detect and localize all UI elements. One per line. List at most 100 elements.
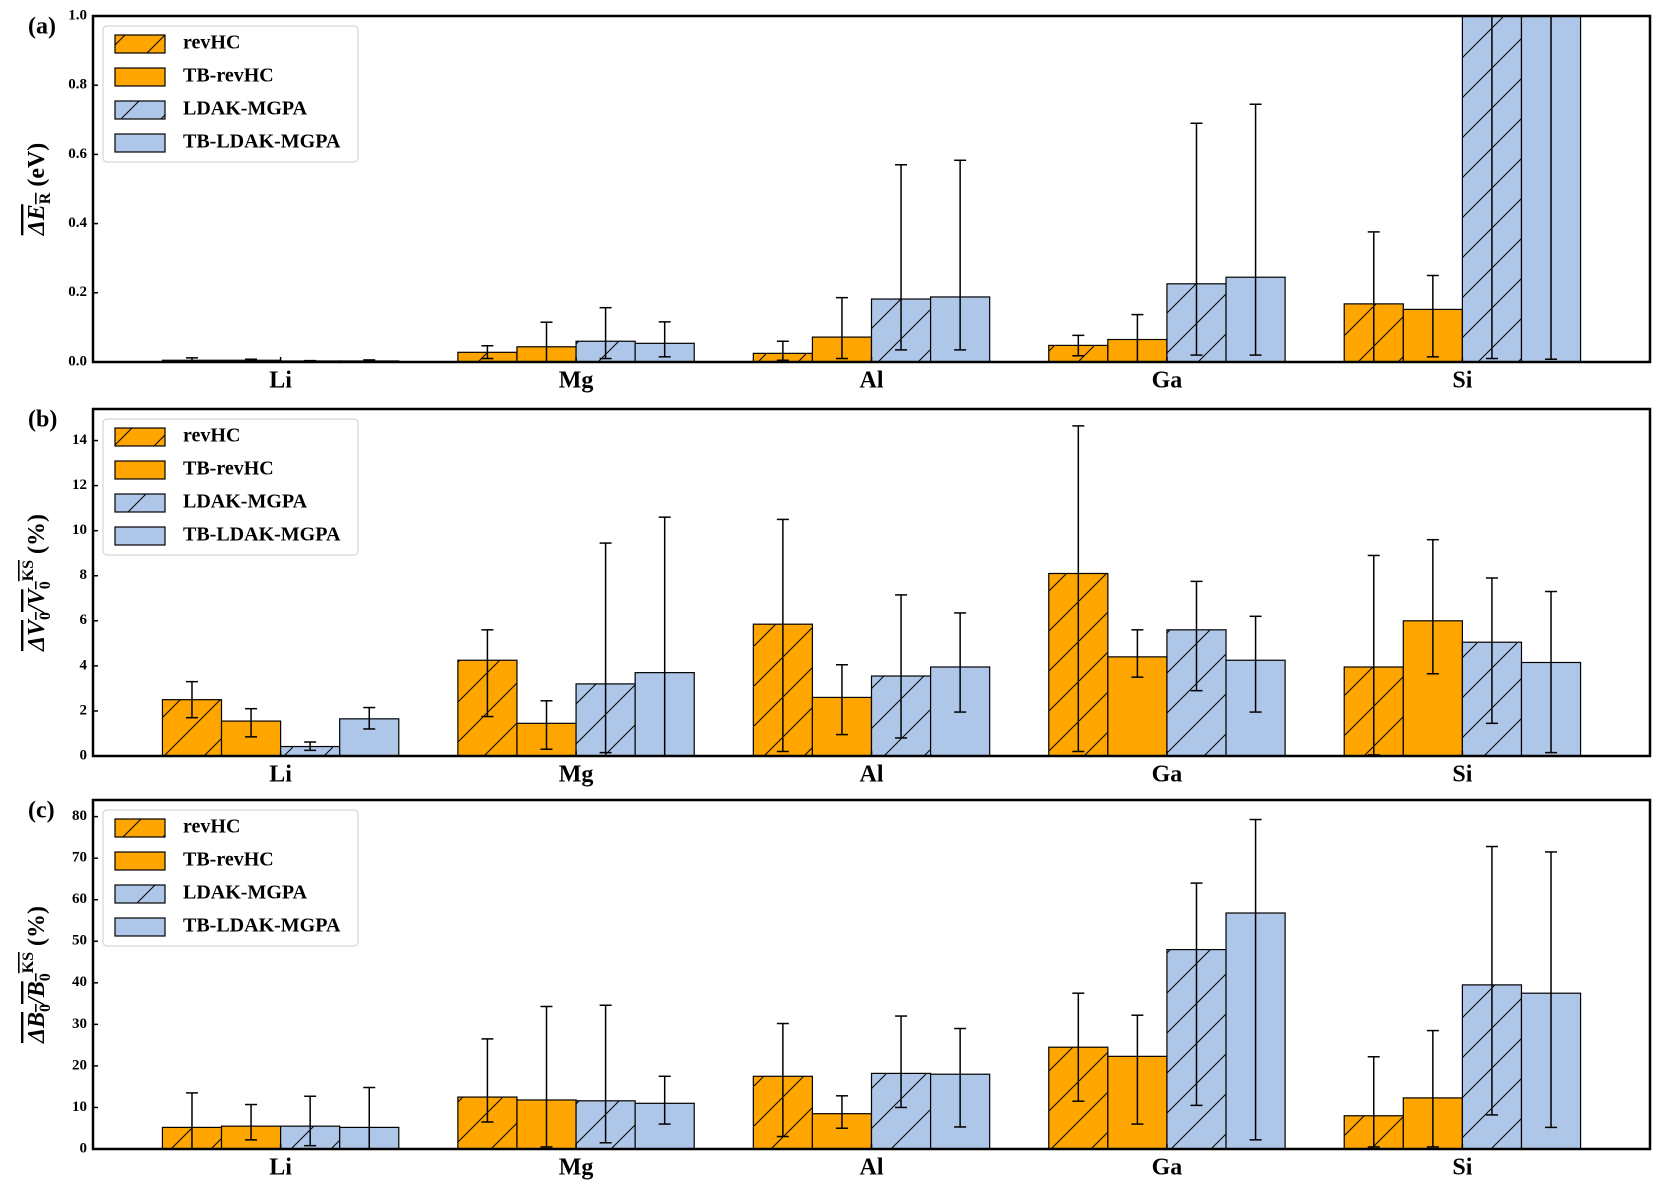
legend-hatch (115, 494, 165, 512)
plot-area (161, 818, 1582, 1149)
error-bar (1131, 1014, 1144, 1125)
y-axis-label: ΔER (eV) (24, 143, 55, 237)
error-bar (540, 700, 553, 750)
y-label-part: (eV) (24, 143, 50, 193)
error-bar (1545, 851, 1558, 1129)
error-bar (481, 344, 494, 360)
legend-label: LDAK-MGPA (183, 98, 308, 120)
error-bar (954, 159, 967, 351)
x-tick-label: Ga (1152, 368, 1183, 394)
error-bar (185, 1092, 198, 1149)
bar-hatch (280, 746, 340, 756)
y-label-part: R (37, 192, 54, 204)
panel-label: (c) (28, 798, 55, 824)
legend-label: revHC (183, 816, 240, 838)
error-bar (599, 306, 612, 360)
legend: revHC TB-revHC LDAK-MGPA TB-LDAK-MGPA (102, 418, 359, 556)
error-bar (1131, 629, 1144, 678)
y-tick-label: 8 (80, 567, 88, 583)
legend-swatch (114, 133, 166, 153)
legend-swatch (114, 851, 166, 871)
x-tick-label: Si (1452, 1155, 1472, 1181)
error-bar (776, 340, 789, 362)
y-tick-label: 6 (80, 612, 88, 628)
x-tick-label: Si (1452, 762, 1472, 788)
error-bar (954, 1027, 967, 1128)
legend: revHC TB-revHC LDAK-MGPA TB-LDAK-MGPA (102, 25, 359, 163)
error-bar (1072, 334, 1085, 357)
legend-label: TB-LDAK-MGPA (183, 131, 341, 153)
y-label-part: (%) (24, 906, 50, 952)
error-bar (1190, 580, 1203, 692)
y-tick-label: 2 (80, 702, 88, 718)
y-tick-label: 1.0 (68, 7, 87, 23)
error-bar (1072, 992, 1085, 1102)
y-label-part: KS (20, 952, 37, 973)
x-tick-label: Al (860, 1155, 884, 1181)
y-label-part: ΔV (24, 618, 50, 652)
legend-label: TB-revHC (183, 849, 274, 871)
legend-hatch (115, 101, 165, 119)
y-tick-label: 0.2 (68, 284, 87, 300)
x-tick-label: Mg (559, 762, 594, 788)
x-tick-label: Li (269, 368, 292, 394)
x-tick-label: Ga (1152, 1155, 1183, 1181)
y-tick-label: 20 (72, 1057, 87, 1073)
legend-label: LDAK-MGPA (183, 491, 308, 513)
error-bar (304, 741, 317, 752)
y-tick-label: 30 (72, 1016, 87, 1032)
error-bar (895, 1015, 908, 1109)
y-label-part: ΔB (24, 1012, 50, 1044)
error-bar (363, 1086, 376, 1149)
error-bar (1190, 122, 1203, 356)
legend-hatch (115, 819, 165, 837)
x-tick-label: Li (269, 1155, 292, 1181)
error-bar (1485, 16, 1498, 360)
y-label-part: ΔE (24, 204, 50, 236)
legend-label: TB-revHC (183, 458, 274, 480)
y-tick-label: 4 (80, 657, 88, 673)
legend-swatch (114, 526, 166, 546)
error-bar (1367, 1056, 1380, 1148)
error-bar (895, 164, 908, 351)
y-tick-label: 10 (72, 1099, 87, 1115)
x-tick-label: Si (1452, 368, 1472, 394)
error-bar (835, 296, 848, 360)
error-bar (599, 542, 612, 754)
error-bar (1249, 103, 1262, 356)
error-bar (1485, 845, 1498, 1116)
error-bar (185, 680, 198, 719)
error-bar (1249, 615, 1262, 713)
error-bar (658, 321, 671, 358)
y-tick-label: 0.0 (68, 353, 87, 369)
legend-box (102, 418, 359, 556)
x-tick-label: Ga (1152, 762, 1183, 788)
error-bar (658, 516, 671, 756)
error-bar (1485, 577, 1498, 725)
x-tick-label: Al (860, 368, 884, 394)
y-axis-label: ΔV0/V0KS (%) (20, 514, 54, 652)
legend-box (102, 809, 359, 947)
error-bar (658, 1075, 671, 1125)
y-label-part: 0 (37, 1004, 54, 1012)
y-tick-label: 70 (72, 850, 87, 866)
error-bar (1545, 590, 1558, 754)
x-tick-label: Mg (559, 1155, 594, 1181)
plot-area (161, 16, 1582, 362)
error-bar (1367, 231, 1380, 362)
y-tick-label: 10 (72, 522, 87, 538)
error-bar (1426, 274, 1439, 358)
error-bar (1190, 882, 1203, 1107)
y-axis-label: ΔB0/B0KS (%) (20, 906, 54, 1044)
error-bar (363, 706, 376, 730)
y-tick-label: 80 (72, 808, 87, 824)
y-label-part: 0 (37, 581, 54, 589)
error-bar (245, 1103, 258, 1141)
panel: 0.0 0.2 0.4 0.6 0.8 1.0 Li Mg Al Ga Si (a) ΔER (eV) r… (24, 7, 1652, 394)
error-bar (540, 321, 553, 362)
panel-label: (b) (28, 407, 57, 433)
error-bar (1249, 818, 1262, 1141)
y-tick-label: 14 (72, 432, 88, 448)
